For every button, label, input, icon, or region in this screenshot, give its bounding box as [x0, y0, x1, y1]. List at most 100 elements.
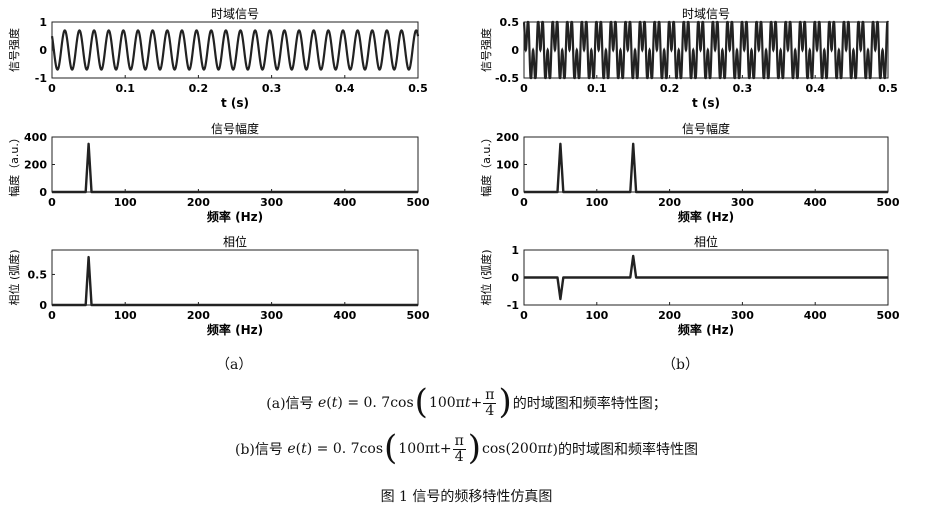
- chart-b-2-xtick-label: 200: [658, 196, 681, 209]
- chart-b-1-xtick-label: 0.3: [733, 82, 753, 95]
- caption-a: (a)信号 e(t) = 0. 7cos (100π t + π 4) 的时域图和频率…: [266, 382, 667, 422]
- chart-b-2-ytick-label: 0: [511, 186, 519, 199]
- chart-b-3-title: 相位: [694, 234, 718, 249]
- chart-a-2-ytick-label: 0: [39, 186, 47, 199]
- chart-a-1-ytick-label: -1: [35, 72, 47, 85]
- caption-a-inner: 100π: [428, 395, 465, 411]
- chart-b-3-xlabel: 频率 (Hz): [678, 322, 734, 337]
- caption-a-e: e: [318, 395, 327, 411]
- chart-b-2-ytick-label: 200: [496, 131, 519, 144]
- chart-a-3-ytick-label: 0: [39, 299, 47, 312]
- caption-b-frac-num: π: [452, 432, 466, 450]
- chart-a-2-xtick-label: 100: [114, 196, 137, 209]
- chart-a-1-ytick-label: 1: [39, 16, 47, 29]
- chart-b-2-xlabel: 频率 (Hz): [678, 209, 734, 224]
- chart-a-3-spectrum-line: [51, 255, 419, 307]
- chart-a-1-xtick-label: 0.2: [189, 82, 209, 95]
- chart-a-3-xtick-label: 200: [187, 309, 210, 322]
- chart-b-2-xtick-label: 500: [877, 196, 900, 209]
- chart-b-1-xtick-label: 0: [520, 82, 528, 95]
- caption-b-mid: cos(200π: [482, 441, 547, 457]
- chart-b-3-spectrum-line: [523, 254, 889, 301]
- chart-a-1-ytick-label: 0: [39, 44, 47, 57]
- chart-b-2-xtick-label: 300: [731, 196, 754, 209]
- chart-b-1-xlabel: t (s): [692, 96, 720, 110]
- caption-a-t: t: [331, 395, 338, 411]
- chart-b-1-ytick-label: -0.5: [495, 72, 519, 85]
- chart-a-2-title: 信号幅度: [211, 121, 259, 136]
- chart-a-1-xtick-label: 0.5: [408, 82, 428, 95]
- chart-a-2-ytick-label: 200: [24, 159, 47, 172]
- panel-label-a: （a）: [216, 357, 253, 373]
- chart-b-1-ytick-label: 0: [511, 44, 519, 57]
- caption-b-t: t: [301, 441, 307, 457]
- chart-a-3-ylabel: 相位 (弧度): [7, 249, 21, 305]
- chart-a-1-title: 时域信号: [211, 7, 259, 21]
- chart-b-3-xtick-label: 100: [585, 309, 608, 322]
- caption-b-prefix: (b)信号: [235, 442, 283, 458]
- chart-b-3-xtick-label: 300: [731, 309, 754, 322]
- chart-b-3-ytick-label: 0: [511, 272, 519, 285]
- chart-a-3-title: 相位: [223, 234, 247, 249]
- chart-b-1-xtick-label: 0.5: [878, 82, 898, 95]
- chart-a-2-ylabel: 幅度（a.u.）: [7, 132, 21, 197]
- chart-b-3-xtick-label: 200: [658, 309, 681, 322]
- chart-a-2-frame: [51, 136, 419, 193]
- chart-a-2-spectrum-line: [51, 142, 419, 194]
- chart-a-2-xtick-label: 300: [260, 196, 283, 209]
- chart-a-1-xtick-label: 0.1: [115, 82, 135, 95]
- chart-a-1-signal-line: [50, 29, 420, 71]
- chart-b-3-ytick-label: 1: [511, 244, 519, 257]
- chart-b-3-xtick-label: 0: [520, 309, 528, 322]
- chart-a-1-xtick-label: 0: [48, 82, 56, 95]
- chart-b-2-spectrum-line: [523, 142, 889, 194]
- panel-label-b: （b）: [662, 357, 699, 373]
- chart-a-1-xtick-label: 0.4: [335, 82, 355, 95]
- chart-b-1-title: 时域信号: [682, 7, 730, 21]
- chart-b-2-xtick-label: 100: [585, 196, 608, 209]
- caption-b-eq: ) = 0. 7cos: [306, 441, 384, 457]
- caption-a-plus: +: [470, 395, 483, 411]
- chart-a-2-xtick-label: 200: [187, 196, 210, 209]
- chart-a-3-xtick-label: 400: [333, 309, 356, 322]
- chart-a-3-xlabel: 频率 (Hz): [207, 322, 263, 337]
- caption-b-e: e: [287, 441, 296, 457]
- chart-a-3-xtick-label: 0: [48, 309, 56, 322]
- chart-a-2-ytick-label: 400: [24, 131, 47, 144]
- chart-b-1-xtick-label: 0.1: [587, 82, 607, 95]
- caption-a-eq: ) = 0. 7cos: [337, 395, 414, 411]
- chart-a-3-frame: [51, 249, 419, 306]
- caption-b: (b)信号 e(t) = 0. 7cos (100πt+ π 4) cos(200π…: [235, 428, 698, 468]
- chart-b-3-ylabel: 相位 (弧度): [479, 249, 493, 305]
- chart-a-2-xtick-label: 400: [333, 196, 356, 209]
- chart-b-2-ytick-label: 100: [496, 159, 519, 172]
- chart-b-2-title: 信号幅度: [682, 121, 730, 136]
- chart-b-1-signal-line: [522, 20, 889, 80]
- chart-a-3-ytick-label: 0.5: [28, 268, 48, 281]
- chart-b-3-xtick-label: 500: [877, 309, 900, 322]
- chart-a-1-ylabel: 信号强度: [7, 28, 21, 72]
- chart-b-1-xtick-label: 0.4: [805, 82, 825, 95]
- caption-b-inner: 100πt+: [398, 441, 452, 457]
- chart-b-1-ytick-label: 0.5: [500, 16, 520, 29]
- chart-b-3-xtick-label: 400: [804, 309, 827, 322]
- chart-b-3-ytick-label: -1: [507, 299, 519, 312]
- chart-a-2-xtick-label: 500: [407, 196, 430, 209]
- chart-b-2-ylabel: 幅度（a.u.）: [479, 132, 493, 197]
- chart-b-2-frame: [523, 136, 889, 193]
- chart-b-2-xtick-label: 0: [520, 196, 528, 209]
- caption-b-suffix: )的时域图和频率特性图: [552, 442, 698, 458]
- caption-a-prefix: (a)信号: [266, 396, 314, 412]
- chart-a-2-xtick-label: 0: [48, 196, 56, 209]
- chart-a-3-xtick-label: 100: [114, 309, 137, 322]
- figure-caption: 图 1 信号的频移特性仿真图: [380, 489, 553, 505]
- chart-a-2-xlabel: 频率 (Hz): [207, 209, 263, 224]
- chart-b-2-xtick-label: 400: [804, 196, 827, 209]
- caption-a-frac-num: π: [483, 386, 497, 404]
- chart-b-1-xtick-label: 0.2: [660, 82, 680, 95]
- chart-a-1-xlabel: t (s): [221, 96, 249, 110]
- caption-a-frac-den: 4: [485, 402, 495, 419]
- chart-a-1-frame: [51, 21, 419, 79]
- chart-a-3-xtick-label: 500: [407, 309, 430, 322]
